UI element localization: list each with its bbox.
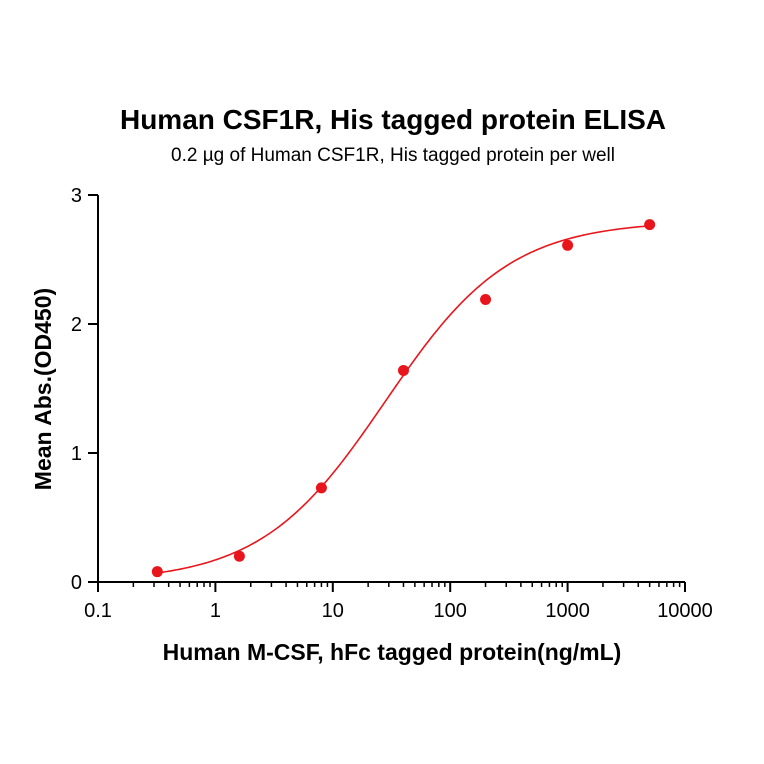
y-tick-label: 3: [71, 185, 82, 207]
data-point: [644, 219, 656, 231]
x-axis-label: Human M-CSF, hFc tagged protein(ng/mL): [163, 639, 622, 665]
data-point: [480, 293, 492, 305]
x-tick-label: 0.1: [84, 600, 112, 622]
x-axis-ticks: 0.1 1 10 100 1000 10000: [84, 582, 713, 622]
x-tick-label: 10: [322, 600, 344, 622]
x-tick-label: 100: [434, 600, 467, 622]
data-point: [151, 566, 163, 578]
x-tick-label: 10000: [657, 600, 713, 622]
chart-title: Human CSF1R, His tagged protein ELISA: [120, 104, 666, 135]
data-point: [562, 239, 574, 251]
x-tick-label: 1: [210, 600, 221, 622]
y-axis-label: Mean Abs.(OD450): [30, 288, 56, 490]
chart-subtitle: 0.2 µg of Human CSF1R, His tagged protei…: [171, 145, 615, 166]
data-point: [397, 364, 409, 376]
data-point: [315, 482, 327, 494]
axes: [97, 195, 685, 583]
fit-curve: [157, 225, 650, 574]
y-tick-label: 2: [71, 314, 82, 336]
y-tick-label: 1: [71, 443, 82, 465]
x-tick-label: 1000: [545, 600, 590, 622]
y-axis-ticks: 0 1 2 3: [71, 185, 98, 594]
y-tick-label: 0: [71, 572, 82, 594]
data-points: [151, 219, 656, 578]
data-point: [233, 550, 245, 562]
